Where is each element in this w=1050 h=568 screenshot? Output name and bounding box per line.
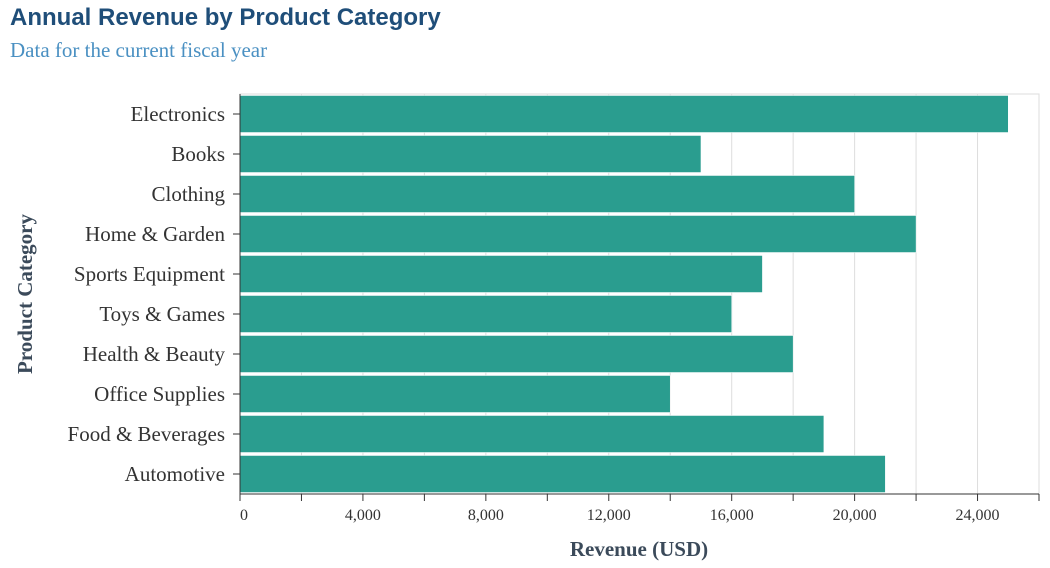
x-tick-label: 24,000 [956, 507, 1000, 524]
bar [239, 455, 886, 493]
x-axis: 0 4,000 8,000 12,000 16,000 20,000 24,000 [239, 493, 1040, 524]
y-axis: Electronics Books Clothing Home & Garden Spo… [68, 94, 241, 494]
y-tick-label: Health & Beauty [83, 342, 226, 366]
y-tick-label: Home & Garden [85, 222, 225, 246]
y-tick-label: Sports Equipment [74, 262, 225, 286]
y-tick-label: Food & Beverages [68, 422, 225, 446]
bar [239, 95, 1009, 133]
x-tick-label: 8,000 [468, 507, 504, 524]
y-tick-label: Automotive [125, 462, 225, 486]
x-axis-title: Revenue (USD) [570, 537, 708, 561]
bar [239, 415, 825, 453]
y-tick-label: Toys & Games [99, 302, 225, 326]
y-tick-label: Books [171, 142, 225, 166]
chart-title: Annual Revenue by Product Category [10, 4, 441, 31]
bars [239, 95, 1009, 493]
bar [239, 135, 702, 173]
bar [239, 335, 794, 373]
bar [239, 175, 855, 213]
y-tick-label: Clothing [151, 182, 225, 206]
x-tick-label: 12,000 [587, 507, 631, 524]
x-tick-label: 0 [240, 507, 248, 524]
y-axis-title: Product Category [13, 214, 37, 374]
bar [239, 215, 917, 253]
y-tick-label: Office Supplies [94, 382, 225, 406]
x-tick-label: 16,000 [710, 507, 754, 524]
bar [239, 295, 732, 333]
bar [239, 375, 671, 413]
y-tick-label: Electronics [131, 102, 225, 126]
bar [239, 255, 763, 293]
x-tick-label: 20,000 [833, 507, 877, 524]
x-tick-label: 4,000 [345, 507, 381, 524]
chart-subtitle: Data for the current fiscal year [10, 38, 268, 62]
